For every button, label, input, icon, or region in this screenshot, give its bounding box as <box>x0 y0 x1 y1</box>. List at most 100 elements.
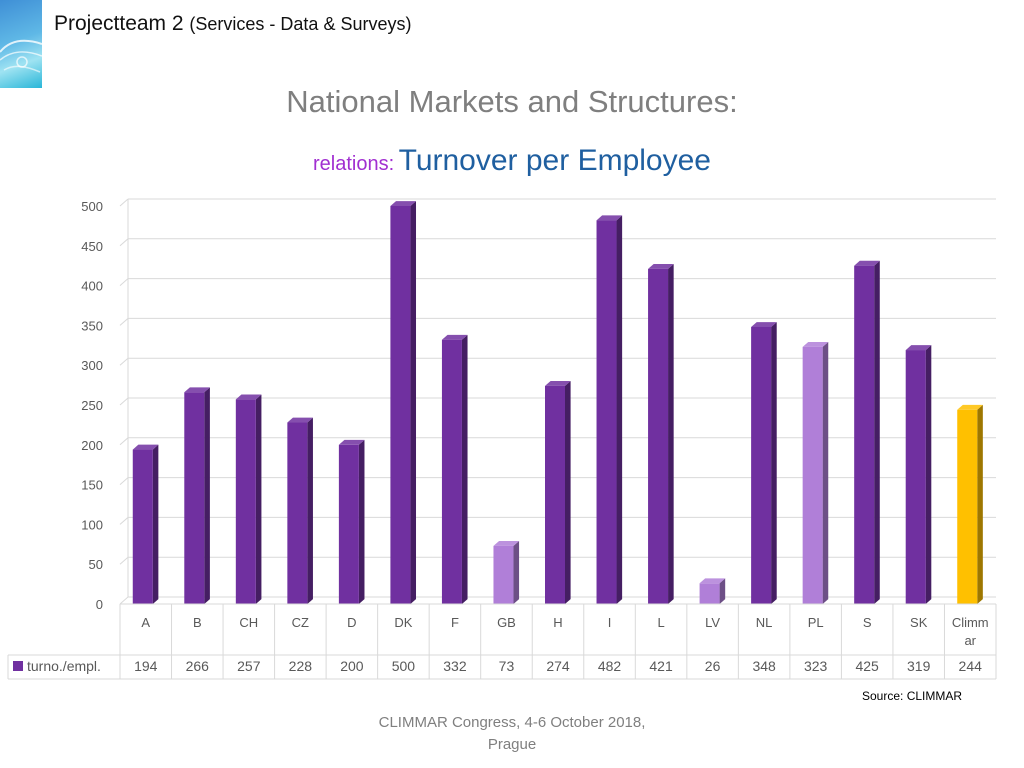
data-value-label: 200 <box>340 658 364 674</box>
bar-top-PL <box>802 341 829 347</box>
data-value-label: 319 <box>907 658 931 674</box>
data-value-label: 228 <box>289 658 313 674</box>
project-title: Projectteam 2 (Services - Data & Surveys… <box>54 12 411 36</box>
y-tick-label: 350 <box>81 318 103 333</box>
bar-side-L <box>668 263 674 604</box>
footer-line-2: Prague <box>487 736 537 753</box>
bar-top-CZ <box>287 417 313 423</box>
data-value-label: 73 <box>499 658 515 674</box>
data-value-label: 482 <box>598 658 622 674</box>
bar-GB <box>493 545 514 604</box>
bar-CZ <box>287 422 308 604</box>
bar-top-NL <box>751 322 777 327</box>
y-tick-label: 500 <box>81 199 103 214</box>
data-value-label: 332 <box>443 658 467 674</box>
gridline-depth <box>119 397 129 406</box>
bar-side-I <box>616 215 623 605</box>
bar-side-NL <box>771 322 777 604</box>
bar-side-SK <box>925 345 932 604</box>
bar-top-L <box>648 263 674 269</box>
bar-top-A <box>132 444 159 450</box>
x-category-label: SK <box>910 615 928 630</box>
bar-top-LV <box>699 578 726 584</box>
y-tick-label: 450 <box>81 239 103 254</box>
x-category-label: S <box>863 615 872 630</box>
x-category-label: B <box>193 615 202 630</box>
gridline-depth <box>119 238 129 247</box>
x-category-label: A <box>141 615 150 630</box>
bar-side-A <box>152 444 159 604</box>
bar-A <box>132 449 153 604</box>
y-tick-label: 250 <box>81 398 103 413</box>
gridline-depth <box>119 596 129 605</box>
bar-side-GB <box>513 540 520 604</box>
x-category-label: L <box>657 615 664 630</box>
bar-side-LV <box>719 578 726 604</box>
bar-side-CH <box>255 394 262 604</box>
bar-I <box>596 220 617 604</box>
bar-F <box>441 339 462 604</box>
x-category-label: H <box>553 615 562 630</box>
bar-side-D <box>358 439 365 604</box>
gridline-depth <box>119 517 129 525</box>
footer-line-1: CLIMMAR Congress, 4-6 October 2018, <box>378 714 646 731</box>
x-category-label: CZ <box>292 615 309 630</box>
bar-side-S <box>874 260 880 604</box>
x-category-label: F <box>451 615 459 630</box>
bar-top-I <box>596 215 623 221</box>
bar-top-D <box>338 439 365 445</box>
gridline-depth <box>119 437 129 446</box>
project-title-main: Projectteam 2 <box>54 12 184 35</box>
bar-PL <box>802 346 823 604</box>
data-value-label: 500 <box>392 658 416 674</box>
bar-top-GB <box>493 540 520 546</box>
project-title-subtitle: (Services - Data & Surveys) <box>189 14 412 34</box>
x-category-label: D <box>347 615 356 630</box>
bar-CH <box>235 399 256 604</box>
bar-L <box>648 268 669 604</box>
bar-SK <box>905 350 926 604</box>
bar-D <box>338 444 359 604</box>
x-category-label: Climm <box>952 615 989 630</box>
bar-DK <box>390 206 411 604</box>
bar-side-DK <box>410 201 417 604</box>
x-category-label: DK <box>394 615 412 630</box>
data-value-label: 266 <box>186 658 210 674</box>
gridline-depth <box>119 318 129 326</box>
bar-side-Climmar <box>977 404 983 604</box>
series-name-label: turno./empl. <box>27 658 101 674</box>
bar-top-F <box>441 334 468 340</box>
slide-subtitle: relations: Turnover per Employee <box>0 144 1024 178</box>
bar-top-S <box>854 260 880 266</box>
bar-side-F <box>461 334 468 604</box>
data-value-label: 425 <box>855 658 879 674</box>
bar-top-SK <box>905 345 932 351</box>
y-tick-label: 50 <box>89 557 103 572</box>
bar-side-B <box>204 387 210 604</box>
data-value-label: 348 <box>752 658 776 674</box>
data-value-label: 26 <box>705 658 721 674</box>
bar-Climmar <box>957 409 978 604</box>
subtitle-prefix: relations: <box>313 153 395 175</box>
gridline-depth <box>119 477 129 485</box>
data-value-label: 257 <box>237 658 261 674</box>
x-category-label: I <box>608 615 612 630</box>
gridline-depth <box>119 556 129 565</box>
bar-NL <box>751 326 772 604</box>
climmar-logo <box>0 0 42 88</box>
footer: CLIMMAR Congress, 4-6 October 2018, Prag… <box>352 712 672 756</box>
bar-top-DK <box>390 201 417 206</box>
bar-LV <box>699 583 720 604</box>
y-tick-label: 300 <box>81 358 103 373</box>
bar-side-PL <box>822 341 829 604</box>
bar-side-H <box>565 380 571 604</box>
slide-title: National Markets and Structures: <box>286 84 738 119</box>
bar-side-CZ <box>307 417 313 604</box>
x-category-label: CH <box>239 615 258 630</box>
data-value-label: 194 <box>134 658 158 674</box>
legend-key-turno-empl <box>13 661 23 671</box>
x-category-label: GB <box>497 615 516 630</box>
bar-H <box>545 385 565 604</box>
y-tick-label: 100 <box>81 517 103 532</box>
